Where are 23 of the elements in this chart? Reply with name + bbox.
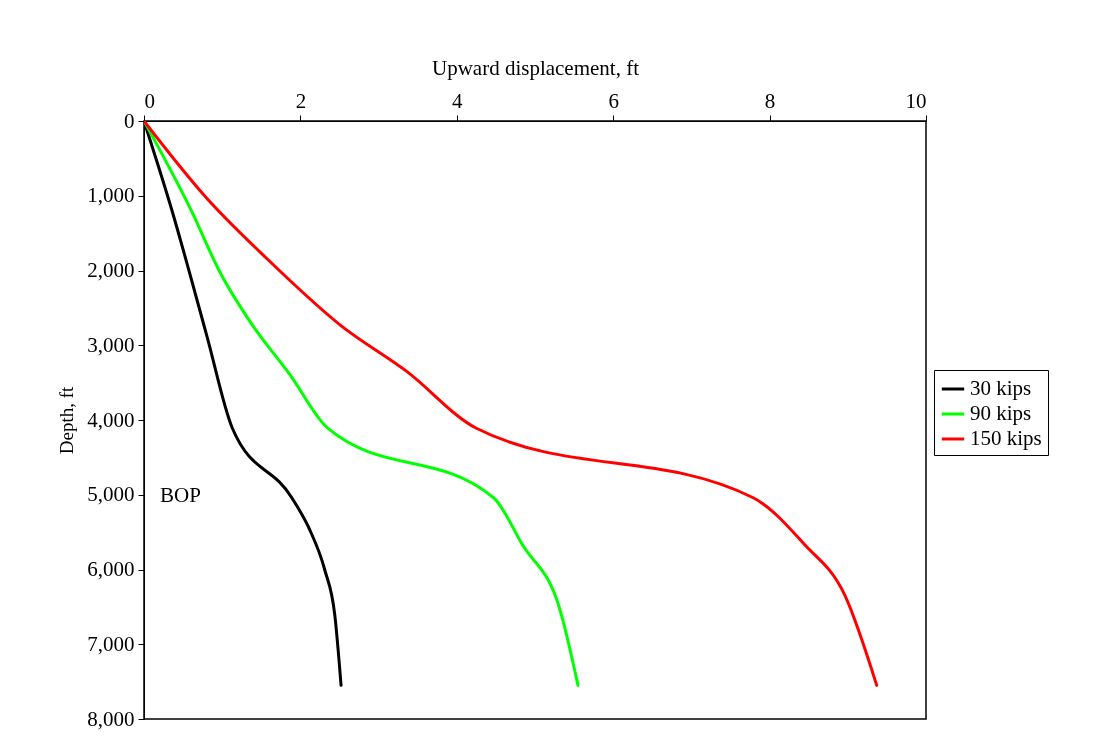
x-tick-label: 4 [452,88,464,113]
x-tick-label: 2 [295,88,307,113]
y-tick-label: 0 [124,108,135,133]
line-series [144,121,879,687]
x-tick-label: 6 [608,88,619,113]
annotation: BOP [160,482,201,507]
legend-label: 150 kips [970,426,1042,450]
y-tick-label: 1,000 [87,183,135,208]
y-tick-label: 8,000 [87,706,135,731]
x-tick-label: 8 [764,88,776,113]
y-tick-label: 6,000 [87,557,135,581]
line-series [144,121,580,687]
y-tick-label: 5,000 [87,482,135,507]
x-tick-label: 10 [905,88,927,113]
y-tick-label: 4,000 [87,407,135,432]
y-tick-label: 7,000 [87,631,135,656]
y-axis-title: Depth, ft [56,386,78,455]
legend-label: 30 kips [970,376,1032,400]
x-tick-label: 0 [144,88,155,113]
x-axis-title: Upward displacement, ft [431,55,640,80]
y-tick-label: 3,000 [87,332,135,357]
y-tick-label: 2,000 [87,258,135,282]
legend-label: 90 kips [970,401,1032,425]
